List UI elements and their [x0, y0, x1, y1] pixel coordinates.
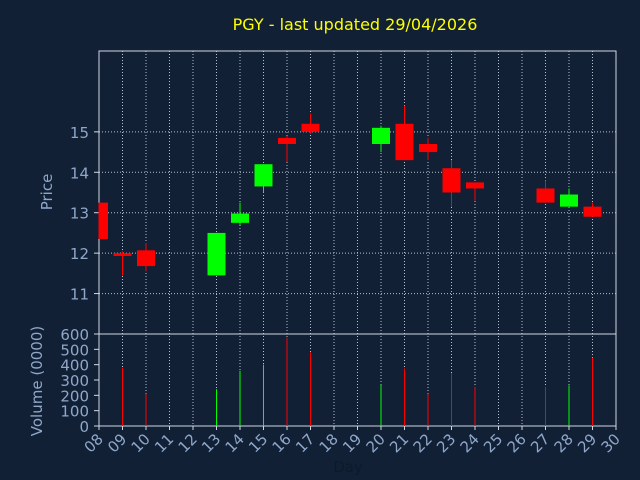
price-tick-label: 15 [70, 124, 89, 142]
candle-21 [395, 105, 414, 161]
candle-body [113, 253, 132, 256]
volume-bars [122, 337, 593, 426]
volume-tick-label: 300 [60, 372, 89, 390]
candle-20 [372, 125, 390, 153]
candle-15 [254, 164, 273, 193]
volume-tick-label: 500 [60, 341, 89, 359]
volume-tick-label: 400 [60, 357, 89, 375]
candle-28 [560, 188, 578, 207]
candle-24 [466, 182, 484, 201]
candle-body [583, 206, 602, 217]
x-axis-label: Day [333, 458, 363, 476]
candle-10 [137, 243, 155, 272]
candle-16 [278, 135, 296, 163]
volume-tick-label: 600 [60, 326, 89, 344]
price-tick-label: 14 [70, 164, 89, 182]
price-tick-label: 11 [70, 286, 89, 304]
price-tick-label: 12 [70, 245, 89, 263]
candle-body [207, 232, 226, 276]
price-candles [98, 105, 602, 276]
candle-body [372, 127, 390, 144]
candle-09 [113, 251, 132, 276]
candle-17 [301, 113, 320, 134]
volume-tick-label: 100 [60, 403, 89, 421]
candle-body [466, 182, 484, 189]
candle-body [442, 168, 461, 193]
candle-body [560, 194, 578, 207]
candle-22 [419, 137, 437, 161]
candle-23 [442, 160, 461, 207]
price-axis-label: Price [38, 174, 56, 211]
candle-13 [207, 232, 226, 276]
candle-body [254, 164, 273, 187]
candle-body [301, 123, 320, 132]
candle-27 [536, 180, 555, 203]
candle-body [278, 137, 296, 144]
volume-tick-label: 0 [79, 418, 89, 436]
price-tick-label: 13 [70, 205, 89, 223]
candle-body [395, 123, 414, 161]
candle-body [419, 143, 437, 153]
volume-axis-label: Volume (0000) [28, 326, 46, 436]
chart-title: PGY - last updated 29/04/2026 [233, 15, 478, 34]
grid [99, 51, 616, 426]
volume-tick-label: 200 [60, 387, 89, 405]
axes [94, 50, 617, 430]
candle-14 [231, 202, 249, 225]
candle-08 [98, 202, 108, 239]
candle-body [99, 202, 108, 239]
candle-body [231, 213, 249, 223]
candle-29 [583, 202, 602, 217]
candle-body [137, 250, 155, 267]
candle-body [536, 188, 555, 203]
